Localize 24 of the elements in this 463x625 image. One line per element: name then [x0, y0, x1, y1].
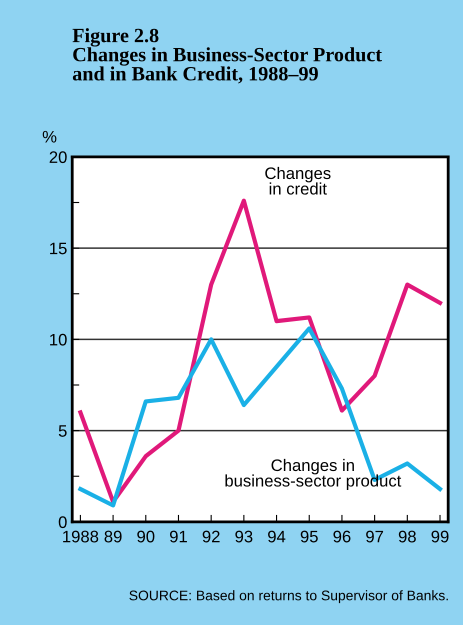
x-tick-label: 95: [300, 530, 318, 542]
series-label: Changes in business-sector product: [225, 458, 402, 490]
y-axis-title: %: [42, 130, 56, 143]
y-tick-label: 5: [58, 425, 67, 437]
y-tick-label: 0: [58, 516, 67, 528]
x-tick-label: 97: [366, 530, 384, 542]
y-tick-label: 20: [50, 151, 67, 164]
chart-title: Figure 2.8 Changes in Business-Sector Product and in Bank Credit, 1988–99: [72, 28, 382, 84]
x-tick-label: 94: [268, 530, 286, 542]
series-label: Changes in credit: [265, 166, 331, 195]
y-tick-label: 15: [50, 242, 67, 254]
source-note: SOURCE: Based on returns to Supervisor of Banks.: [129, 590, 448, 604]
x-tick-label: 93: [235, 530, 252, 542]
x-tick-label: 1988: [63, 530, 98, 542]
x-tick-label: 89: [104, 530, 122, 542]
x-tick-label: 99: [432, 530, 448, 542]
line-series: [78, 326, 442, 508]
x-tick-label: 98: [398, 530, 416, 542]
x-tick-label: 96: [333, 530, 350, 542]
x-tick-label: 92: [202, 530, 220, 542]
y-tick-label: 10: [50, 334, 67, 346]
line-series: [78, 198, 442, 504]
x-tick-label: 90: [137, 530, 154, 542]
x-tick-label: 91: [170, 530, 187, 542]
